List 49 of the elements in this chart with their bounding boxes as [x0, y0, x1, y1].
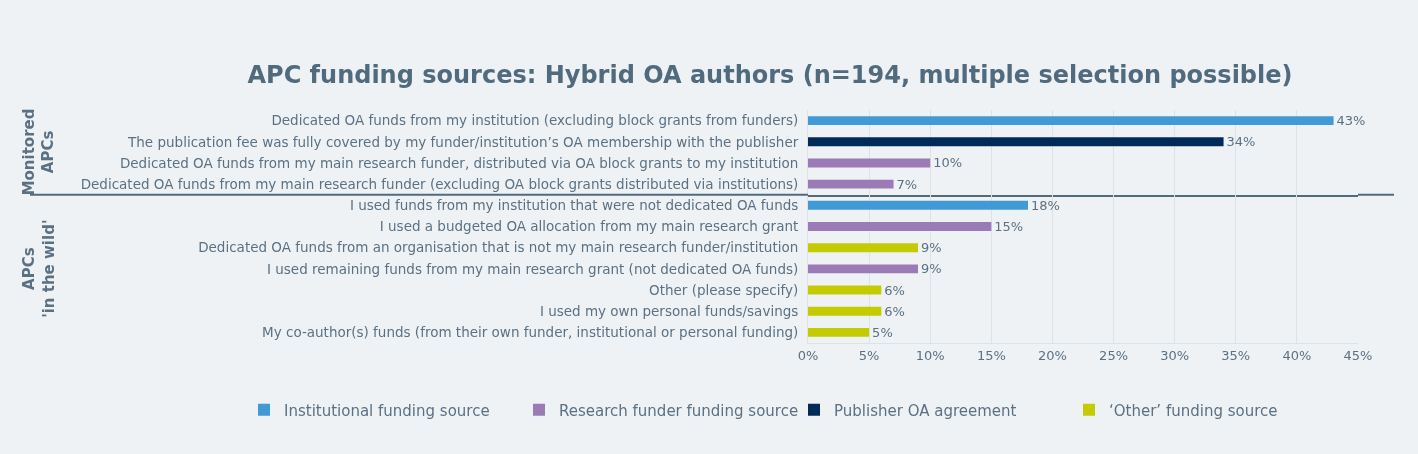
- data-label: 43%: [1336, 113, 1366, 129]
- legend-label: ‘Other’ funding source: [1109, 401, 1278, 420]
- bar: [808, 222, 992, 231]
- x-tick-label: 40%: [1282, 347, 1312, 363]
- y-tick-label: I used a budgeted OA allocation from my main research grant: [379, 218, 799, 235]
- bar: [808, 306, 882, 316]
- data-label: 18%: [1031, 197, 1060, 213]
- x-tick-label: 20%: [1037, 347, 1067, 363]
- data-label: 15%: [994, 219, 1024, 234]
- y-tick-label: Dedicated OA funds from my institution (excluding block grants from funders): [271, 112, 799, 129]
- data-label: 10%: [933, 155, 963, 171]
- bar: [808, 137, 1224, 147]
- y-tick-label: The publication fee was fully covered by my funder/institution’s OA membership with the publisher: [127, 133, 799, 150]
- y-tick-label: I used funds from my institution that were not dedicated OA funds: [349, 197, 799, 214]
- legend-label: Institutional funding source: [284, 401, 490, 420]
- y-tick-label: Other (please specify): [649, 281, 799, 298]
- bar: [808, 116, 1334, 126]
- x-tick-label: 30%: [1160, 347, 1190, 363]
- bar: [808, 264, 918, 274]
- y-tick-label: Dedicated OA funds from my main research funder, distributed via OA block grants to my institution: [119, 154, 799, 171]
- data-label: 6%: [884, 303, 905, 319]
- x-tick-label: 15%: [976, 347, 1006, 363]
- data-label: 6%: [884, 282, 905, 298]
- data-label: 5%: [872, 324, 893, 340]
- x-tick-label: 45%: [1343, 347, 1373, 363]
- y-tick-label: Dedicated OA funds from an organisation that is not my main research funder/institution: [198, 239, 799, 256]
- x-tick-label: 5%: [858, 347, 880, 363]
- x-tick-label: 0%: [797, 347, 819, 363]
- y-tick-label: Dedicated OA funds from my main research funder (excluding OA block grants distributed via institutions): [80, 175, 799, 192]
- y-axis-title: Monitored APCs: [19, 108, 58, 196]
- data-label: 9%: [921, 240, 942, 256]
- data-label: 7%: [896, 176, 918, 192]
- x-tick-label: 10%: [915, 347, 945, 363]
- x-tick-label: 25%: [1099, 347, 1129, 363]
- y-tick-label: My co-author(s) funds (from their own funder, institutional or personal funding): [262, 324, 799, 341]
- data-label: 34%: [1226, 134, 1256, 150]
- chart-title: APC funding sources: Hybrid OA authors (n=194, multiple selection possible): [247, 61, 1293, 90]
- data-label: 9%: [921, 261, 942, 277]
- bar: [808, 179, 894, 189]
- legend-label: Publisher OA agreement: [834, 401, 1017, 420]
- bar: [808, 200, 1028, 210]
- bar: [808, 327, 870, 337]
- y-tick-label: I used remaining funds from my main research grant (not dedicated OA funds): [266, 260, 799, 277]
- bar: [808, 243, 918, 253]
- legend-label: Research funder funding source: [559, 401, 799, 420]
- x-tick-label: 35%: [1221, 347, 1251, 363]
- bar: [808, 158, 931, 168]
- y-axis-title: APCs 'in the wild': [20, 219, 58, 318]
- y-tick-label: I used my own personal funds/savings: [539, 302, 799, 319]
